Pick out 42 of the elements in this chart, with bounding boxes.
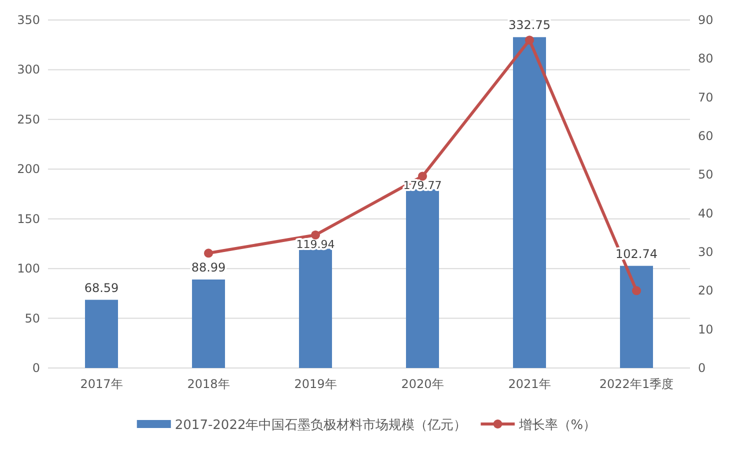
y2-tick-label: 60 <box>698 129 714 143</box>
y-tick-label: 300 <box>17 62 40 77</box>
x-tick-label: 2020年 <box>401 377 444 391</box>
y2-tick-label: 80 <box>698 52 714 66</box>
bar <box>299 248 332 368</box>
y2-tick-label: 90 <box>698 13 714 27</box>
y-tick-label: 200 <box>17 162 40 176</box>
bar <box>406 189 439 368</box>
y-tick-label: 150 <box>17 212 40 226</box>
y2-tick-label: 10 <box>698 322 714 336</box>
y2-tick-label: 20 <box>698 284 714 298</box>
data-label: 68.59 <box>84 280 119 295</box>
x-tick-label: 2019年 <box>294 377 337 391</box>
y-tick-label: 50 <box>24 311 40 326</box>
point <box>204 248 213 258</box>
legend-label: 增长率（%） <box>518 417 596 433</box>
y2-tick-label: 0 <box>698 361 706 375</box>
y2-tick-label: 30 <box>698 245 714 259</box>
data-label: 88.99 <box>191 260 226 275</box>
point <box>418 172 427 181</box>
y-tick-label: 100 <box>17 262 40 276</box>
point <box>632 286 641 296</box>
x-tick-label: 2022年1季度 <box>599 377 674 391</box>
y-tick-label: 250 <box>17 112 40 126</box>
data-label: 332.75 <box>508 18 550 32</box>
bar <box>620 266 653 368</box>
y-tick-label: 350 <box>17 13 40 27</box>
bar <box>192 280 225 368</box>
y-tick-label: 0 <box>32 361 40 375</box>
data-label: 119.94 <box>296 238 335 252</box>
y2-tick-label: 50 <box>698 168 714 182</box>
point <box>525 36 534 45</box>
data-label: 179.77 <box>403 178 442 192</box>
bar <box>85 300 118 368</box>
x-tick-label: 2018年 <box>187 377 230 391</box>
point <box>311 230 320 240</box>
y2-tick-label: 40 <box>698 206 714 220</box>
y2-tick-label: 70 <box>698 90 714 104</box>
bar <box>513 37 546 368</box>
legend-label: 2017-2022年中国石墨负极材料市场规模（亿元） <box>174 418 467 433</box>
x-tick-label: 2021年 <box>508 377 551 391</box>
x-tick-label: 2017年 <box>80 377 123 391</box>
